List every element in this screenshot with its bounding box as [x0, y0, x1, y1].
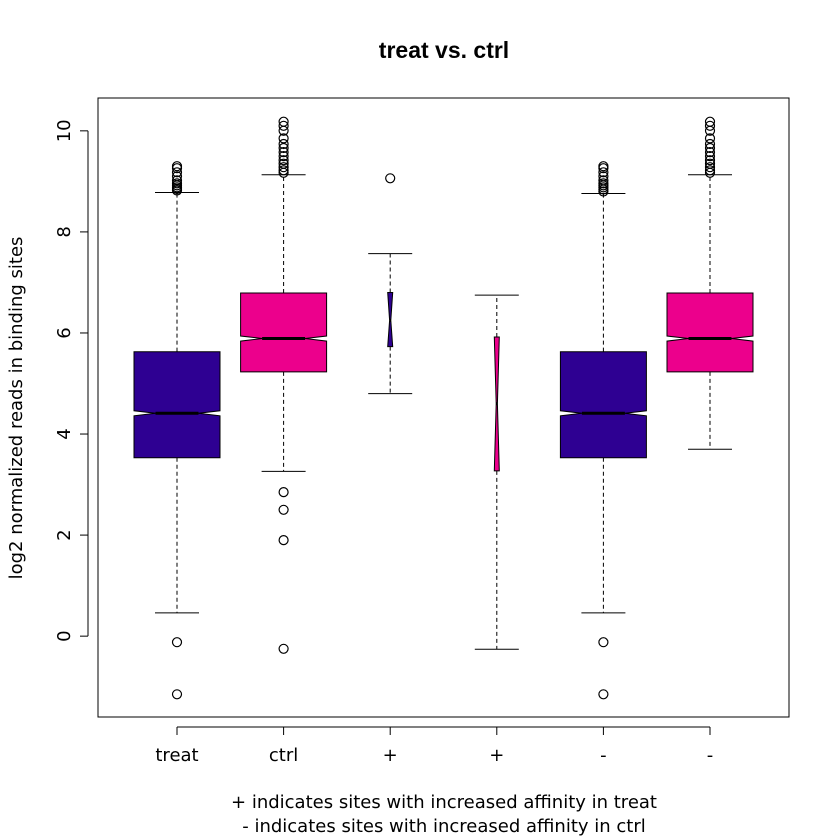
- outlier-point: [278, 138, 289, 150]
- box-body: [240, 292, 328, 373]
- outlier-point: [704, 165, 716, 176]
- outlier-point: [171, 689, 183, 700]
- y-tick-label: 2: [54, 529, 75, 540]
- outlier-point: [278, 534, 289, 546]
- outlier-point: [598, 689, 609, 700]
- outlier-point: [385, 173, 396, 184]
- outlier-point: [278, 504, 289, 515]
- outlier-point: [278, 165, 289, 176]
- outlier-point: [278, 147, 289, 158]
- outlier-point: [704, 133, 716, 144]
- outlier-point: [598, 178, 609, 189]
- x-tick-label: -: [600, 745, 607, 766]
- x-tick-label: +: [489, 745, 504, 766]
- x-tick-label: +: [383, 745, 398, 766]
- outlier-point: [278, 133, 289, 144]
- box-2: [240, 116, 328, 654]
- y-tick-label: 4: [54, 428, 75, 439]
- outlier-point: [171, 171, 183, 182]
- y-tick-label: 8: [54, 226, 75, 237]
- outlier-point: [704, 162, 716, 173]
- outlier-point: [598, 161, 609, 172]
- box-5: [559, 161, 647, 700]
- outlier-point: [278, 162, 289, 173]
- outlier-point: [704, 116, 716, 127]
- outlier-point: [704, 142, 716, 154]
- x-axis-label-line-1: + indicates sites with increased affinit…: [231, 792, 657, 813]
- box-body: [666, 292, 754, 373]
- outlier-point: [278, 151, 289, 162]
- outlier-point: [598, 637, 609, 648]
- x-tick-label: ctrl: [269, 745, 298, 766]
- y-tick-label: 6: [54, 327, 75, 338]
- outlier-point: [278, 120, 289, 131]
- outlier-point: [598, 171, 609, 182]
- box-3: [368, 173, 413, 395]
- outlier-point: [278, 643, 289, 654]
- outlier-point: [171, 178, 183, 189]
- box-1: [133, 161, 221, 700]
- x-tick-label: -: [707, 745, 714, 766]
- outlier-point: [704, 138, 716, 150]
- y-tick-label: 0: [54, 630, 75, 641]
- outlier-point: [704, 155, 716, 166]
- y-tick-label: 10: [54, 119, 75, 142]
- y-axis: 0 2 4 6 8 10: [54, 119, 89, 642]
- y-axis-label: log2 normalized reads in binding sites: [6, 237, 27, 580]
- outlier-point: [598, 167, 609, 178]
- boxes-layer: [133, 116, 754, 700]
- plot-frame: [97, 97, 790, 718]
- outlier-point: [171, 637, 183, 648]
- box-body: [133, 351, 221, 459]
- outlier-point: [171, 175, 183, 186]
- outlier-point: [598, 175, 609, 186]
- outlier-point: [704, 158, 716, 169]
- outlier-point: [278, 155, 289, 166]
- x-axis: treat ctrl + + - -: [155, 726, 714, 766]
- outlier-point: [278, 116, 289, 127]
- box-4: [474, 294, 519, 650]
- outlier-point: [704, 147, 716, 158]
- outlier-point: [278, 487, 289, 498]
- outlier-point: [704, 151, 716, 162]
- outlier-point: [171, 161, 183, 172]
- outlier-point: [278, 142, 289, 154]
- x-tick-label: treat: [155, 745, 198, 766]
- outlier-point: [704, 120, 716, 131]
- chart-title: treat vs. ctrl: [379, 37, 509, 63]
- box-body: [559, 351, 647, 459]
- outlier-point: [171, 167, 183, 178]
- box-6: [666, 116, 754, 450]
- outlier-point: [278, 158, 289, 169]
- x-axis-label-line-2: - indicates sites with increased affinit…: [242, 816, 646, 837]
